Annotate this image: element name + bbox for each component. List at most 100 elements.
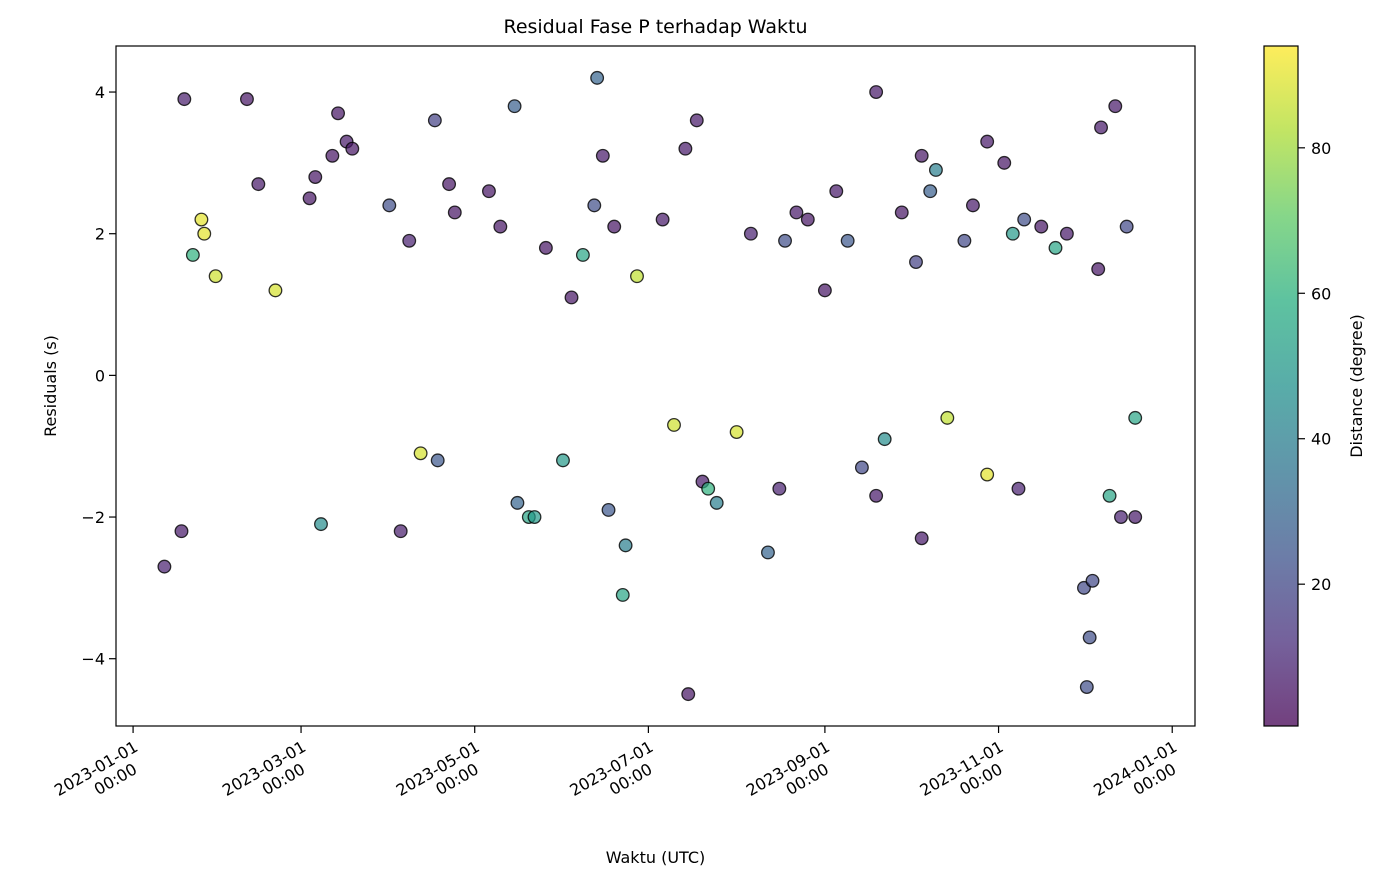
data-point	[869, 85, 884, 99]
data-point	[345, 141, 360, 156]
data-point	[430, 453, 445, 468]
data-point	[817, 283, 832, 298]
y-tick-label: 0	[95, 366, 105, 385]
data-point	[575, 248, 590, 262]
data-point	[174, 524, 189, 539]
x-tick-label: 2023-05-0100:00	[393, 737, 493, 816]
data-point	[393, 524, 408, 539]
data-point	[800, 212, 815, 227]
data-point	[240, 92, 254, 107]
data-point	[208, 269, 223, 284]
data-point	[507, 99, 522, 114]
data-point	[413, 446, 428, 461]
plot-area	[116, 46, 1195, 726]
colorbar-tick-label: 20	[1311, 575, 1331, 594]
data-point	[302, 191, 317, 206]
data-point	[442, 177, 457, 192]
data-point	[331, 106, 346, 121]
colorbar-tick-label: 60	[1311, 284, 1331, 303]
data-point	[601, 503, 616, 517]
y-tick-label: 2	[95, 225, 105, 244]
x-axis: 2023-01-0100:00 2023-03-0100:00 2023-05-01…	[51, 726, 1190, 816]
data-point	[510, 495, 525, 510]
data-point	[689, 113, 704, 128]
data-point	[894, 205, 909, 220]
data-point	[194, 212, 209, 227]
data-point	[1085, 573, 1100, 588]
data-point	[447, 205, 462, 220]
data-point	[1005, 226, 1020, 241]
data-point	[914, 148, 929, 163]
plot-frame	[115, 45, 1196, 727]
x-tick-label: 2023-11-0100:00	[917, 737, 1017, 816]
x-tick-label: 2023-09-0100:00	[743, 737, 843, 816]
data-point	[761, 545, 775, 560]
data-point	[980, 467, 995, 482]
data-point	[772, 481, 787, 496]
data-point	[940, 410, 955, 425]
data-point	[980, 134, 995, 149]
data-point	[493, 219, 508, 234]
data-point	[590, 70, 605, 85]
data-point	[587, 198, 602, 213]
data-point	[778, 233, 792, 248]
data-point	[678, 141, 693, 156]
data-point	[427, 113, 442, 128]
data-point	[923, 184, 938, 199]
data-point	[177, 92, 192, 107]
data-point	[909, 255, 923, 269]
data-point	[965, 198, 980, 213]
data-point	[402, 233, 417, 248]
data-point	[618, 538, 633, 553]
data-point	[607, 219, 622, 234]
data-point	[1102, 488, 1117, 503]
data-point	[1094, 120, 1109, 135]
data-point	[308, 170, 323, 184]
x-tick-label: 2023-01-0100:00	[51, 737, 151, 816]
y-tick-label: −2	[81, 508, 105, 527]
chart-title: Residual Fase P terhadap Waktu	[503, 16, 807, 38]
colorbar-frame	[1263, 45, 1299, 727]
data-point	[877, 432, 892, 447]
colorbar: 20 40 60 80 Distance (degree)	[1263, 45, 1366, 727]
data-point	[382, 198, 397, 213]
data-point	[538, 240, 553, 255]
y-tick-label: −4	[81, 650, 105, 669]
data-point	[325, 148, 340, 163]
data-point	[1128, 410, 1143, 425]
data-point	[840, 233, 855, 248]
data-point	[1119, 219, 1134, 234]
data-point	[869, 488, 884, 503]
data-point	[564, 290, 579, 305]
data-point	[268, 283, 283, 298]
data-point	[595, 148, 610, 163]
data-point	[1091, 262, 1106, 277]
data-point	[701, 481, 716, 496]
data-point	[482, 184, 496, 199]
data-point	[928, 163, 943, 177]
data-point	[957, 233, 972, 248]
data-point	[1048, 240, 1063, 255]
data-point	[681, 687, 696, 702]
colorbar-label: Distance (degree)	[1347, 314, 1366, 458]
y-axis-label: Residuals (s)	[41, 335, 60, 437]
x-axis-label: Waktu (UTC)	[606, 848, 706, 867]
x-tick-label: 2024-01-0100:00	[1090, 737, 1190, 816]
data-point	[667, 418, 681, 432]
data-point	[1017, 212, 1032, 227]
data-point	[185, 248, 200, 262]
data-point	[914, 531, 929, 546]
colorbar-gradient	[1264, 46, 1298, 726]
data-point	[743, 226, 758, 241]
data-point	[1108, 99, 1123, 114]
data-point	[157, 559, 172, 574]
data-point	[829, 184, 844, 199]
data-point	[1114, 510, 1128, 524]
data-point	[556, 453, 570, 468]
data-point	[1079, 680, 1094, 694]
data-point	[1011, 481, 1026, 496]
data-point	[197, 226, 212, 241]
data-point	[1082, 630, 1097, 645]
data-point	[1034, 219, 1049, 234]
